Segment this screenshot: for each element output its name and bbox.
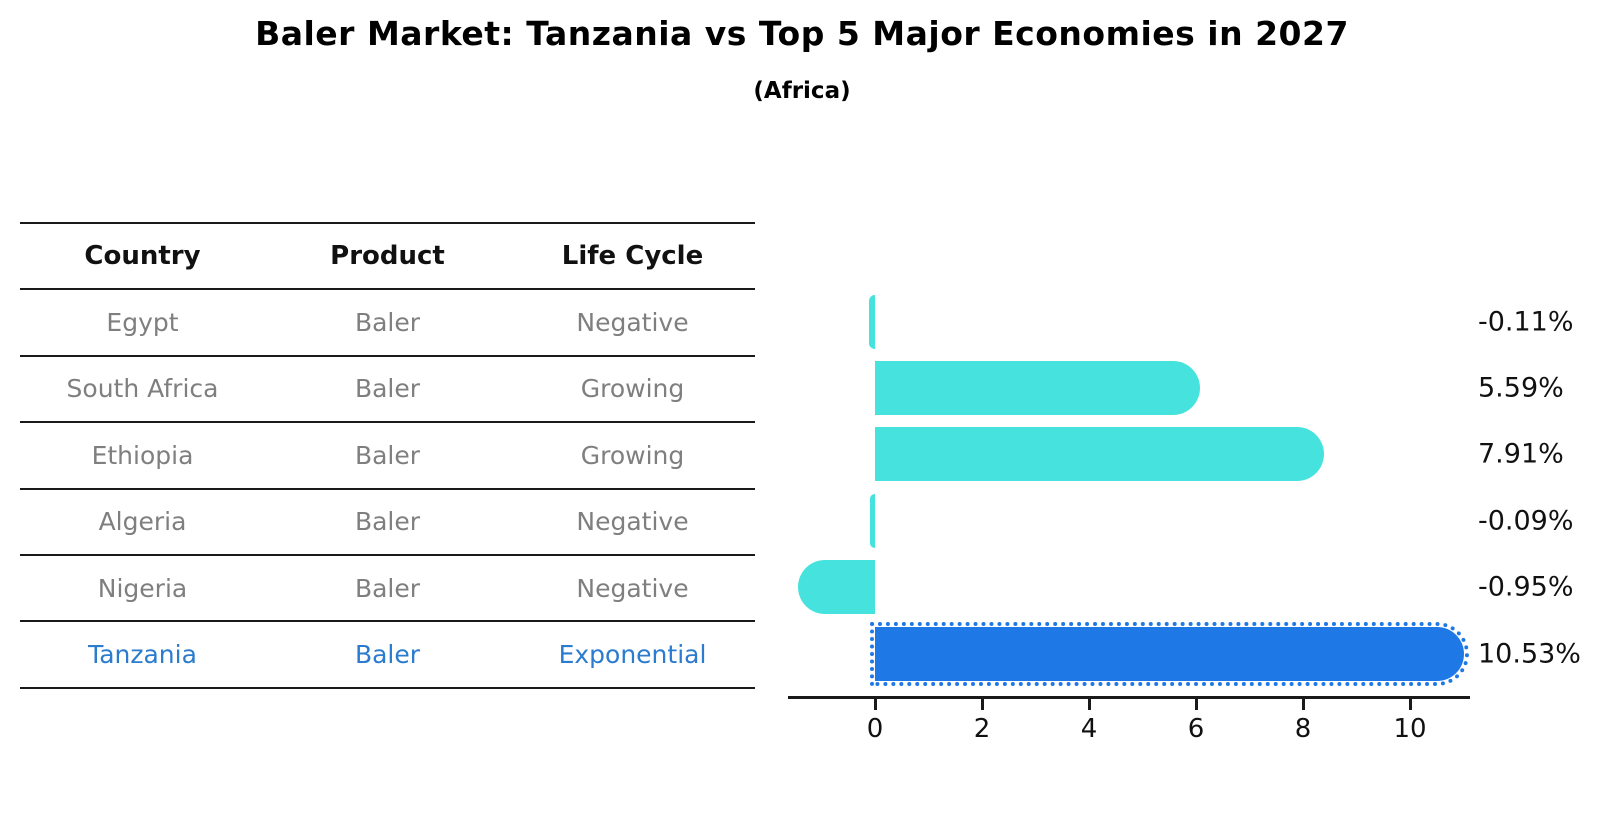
cell-country: Tanzania [88,640,197,670]
chart-title: Baler Market: Tanzania vs Top 5 Major Ec… [255,14,1349,53]
cell-lifecycle: Growing [580,374,685,404]
cell-lifecycle: Exponential [558,640,707,670]
country-table: Country Product Life Cycle Egypt Baler Negati… [20,222,755,689]
cell-lifecycle: Negative [576,573,689,603]
cell-product: Baler [354,507,421,537]
column-header: Product [330,241,445,272]
cell-country: Nigeria [97,573,188,603]
value-bar [875,427,1325,482]
x-axis-tick-label: 8 [1294,714,1312,744]
table-row: Ethiopia Baler Growing [20,423,755,490]
x-axis-tick-label: 2 [973,714,991,744]
value-bar [798,560,875,615]
cell-country: Algeria [98,507,187,537]
cell-product: Baler [354,573,421,603]
cell-country: Egypt [106,308,179,338]
x-axis-tick-label: 0 [866,714,884,744]
x-axis-tick [1087,699,1091,710]
table-row: Egypt Baler Negative [20,290,755,357]
x-axis-tick [1408,699,1412,710]
value-bar [870,493,876,548]
cell-product: Baler [354,440,421,470]
value-label: -0.11% [1478,306,1574,338]
x-axis-line [788,696,1470,699]
x-axis-tick [873,699,877,710]
chart-subtitle: (Africa) [753,78,851,104]
value-label: 5.59% [1478,372,1564,404]
value-label: 10.53% [1478,638,1581,670]
x-axis-tick-label: 6 [1187,714,1205,744]
x-axis-tick [1194,699,1198,710]
cell-country: Ethiopia [91,440,194,470]
cell-product: Baler [354,374,421,404]
value-label: -0.95% [1478,571,1574,603]
table-row: Tanzania Baler Exponential [20,622,755,689]
x-axis-tick [1301,699,1305,710]
cell-product: Baler [354,308,421,338]
value-label: -0.09% [1478,505,1574,537]
table-header-row: Country Product Life Cycle [20,224,755,291]
value-label: 7.91% [1478,438,1564,470]
table-row: Algeria Baler Negative [20,490,755,556]
value-bar [875,361,1201,415]
x-axis-tick [980,699,984,710]
cell-lifecycle: Negative [576,507,689,537]
value-bar [869,294,875,349]
table-row: South Africa Baler Growing [20,357,755,424]
highlight-bar [869,621,1470,686]
cell-lifecycle: Negative [576,308,689,338]
x-axis-tick-label: 10 [1393,714,1427,744]
x-axis-tick-label: 4 [1080,714,1098,744]
cell-country: South Africa [66,374,219,404]
column-header: Country [84,241,201,272]
table-row: Nigeria Baler Negative [20,556,755,623]
cell-lifecycle: Growing [580,440,685,470]
column-header: Life Cycle [561,241,704,272]
cell-product: Baler [354,640,421,670]
